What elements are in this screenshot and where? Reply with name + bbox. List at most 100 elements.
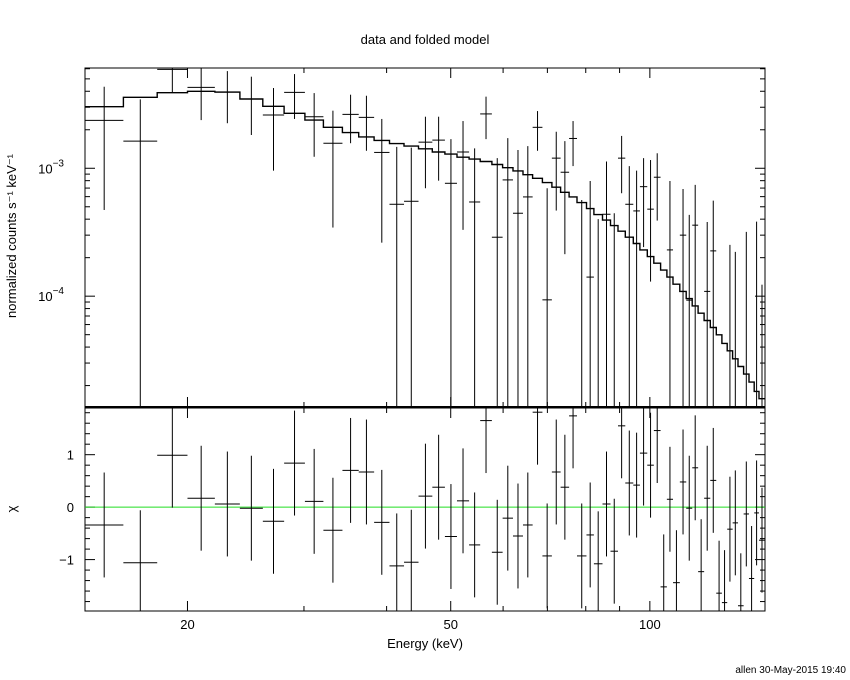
data-point <box>502 138 513 407</box>
data-point <box>686 214 693 407</box>
y-tick-label-exponent: −4 <box>53 286 65 297</box>
residual-point <box>666 446 674 552</box>
residual-point <box>625 430 634 536</box>
residual-point <box>686 455 693 561</box>
residual-point <box>262 468 285 574</box>
residual-point <box>358 419 375 525</box>
data-point <box>692 184 699 407</box>
y-tick-label: 0 <box>67 500 74 515</box>
data-point <box>469 148 481 407</box>
residual-panel: 20 50 100 1 0 −1 <box>59 397 766 632</box>
residual-point <box>480 408 492 474</box>
residual-point <box>704 445 711 551</box>
residual-point <box>576 503 587 609</box>
residual-point <box>304 448 324 554</box>
data-point <box>404 147 419 407</box>
x-tick-label: 50 <box>443 617 457 632</box>
data-point <box>444 139 457 407</box>
residual-point <box>560 434 570 540</box>
y-tick-label-base: 10 <box>38 161 52 176</box>
data-point <box>679 188 687 407</box>
residual-point <box>444 484 457 589</box>
residual-point <box>710 427 717 533</box>
residual-point <box>602 451 611 557</box>
data-point <box>187 68 215 121</box>
residual-point <box>743 461 749 567</box>
residual-point <box>85 472 124 578</box>
residual-point <box>754 460 759 566</box>
residual-point <box>633 432 640 538</box>
data-point <box>214 71 240 124</box>
residual-point <box>342 417 359 523</box>
data-point <box>432 116 445 181</box>
data-point <box>569 121 577 167</box>
data-point <box>374 118 390 243</box>
data-point <box>480 96 492 140</box>
data-point <box>639 158 648 248</box>
residual-point <box>737 553 744 611</box>
data-point <box>123 99 158 407</box>
data-point <box>666 180 674 407</box>
residual-point <box>673 530 680 611</box>
data-point <box>532 111 543 151</box>
data-point <box>542 188 552 407</box>
residual-point <box>404 509 419 611</box>
data-point <box>710 200 717 407</box>
residual-point <box>551 419 561 525</box>
data-point <box>389 146 405 407</box>
residual-point <box>692 415 699 521</box>
model-line <box>85 90 765 400</box>
residual-point <box>323 477 343 583</box>
residual-point <box>491 499 503 605</box>
residual-point <box>679 429 687 535</box>
spectrum-panel: 10−310−4 <box>38 67 766 408</box>
data-point <box>323 110 343 228</box>
residual-frame <box>84 407 766 612</box>
residual-point <box>610 498 618 604</box>
residual-point <box>542 503 552 609</box>
data-point <box>342 94 359 144</box>
y-tick-label-base: 10 <box>38 289 52 304</box>
residual-point <box>512 483 523 589</box>
residual-point <box>748 526 755 611</box>
chart-title: data and folded model <box>361 32 490 47</box>
y-tick-label-exponent: −3 <box>53 158 65 169</box>
residual-point <box>432 434 445 540</box>
data-point <box>262 88 285 171</box>
residual-point <box>456 448 470 554</box>
data-point <box>418 116 433 189</box>
x-tick-label: 100 <box>639 617 661 632</box>
y-tick-label: 1 <box>67 448 74 463</box>
residual-point <box>374 469 390 575</box>
y-tick-label: −1 <box>59 553 74 568</box>
residual-point <box>284 410 305 516</box>
data-point <box>491 158 503 407</box>
data-point <box>284 74 305 119</box>
residual-point <box>758 487 765 593</box>
residual-point <box>660 534 667 611</box>
data-point <box>625 166 634 407</box>
residual-point <box>123 510 158 611</box>
residual-point <box>418 443 433 549</box>
residual-point <box>698 519 705 611</box>
residual-point <box>522 472 533 578</box>
data-point <box>551 131 561 211</box>
data-point <box>239 76 263 136</box>
residual-point <box>239 455 263 561</box>
residual-point <box>389 513 405 611</box>
data-point <box>456 121 470 230</box>
footer-timestamp: allen 30-May-2015 19:40 <box>735 665 846 676</box>
residual-point <box>593 511 603 611</box>
residual-point <box>586 482 594 588</box>
residual-point <box>502 465 513 571</box>
y-axis-label-top: normalized counts s⁻¹ keV⁻¹ <box>4 153 19 318</box>
y-axis-label-bottom: χ <box>4 505 19 512</box>
residual-point <box>647 412 654 518</box>
data-point <box>633 170 640 407</box>
data-point <box>586 180 594 407</box>
residual-point <box>214 451 240 557</box>
y-tick-label: 10−3 <box>38 158 64 176</box>
data-point <box>304 93 324 157</box>
data-point <box>512 149 523 407</box>
residual-point <box>727 476 733 582</box>
